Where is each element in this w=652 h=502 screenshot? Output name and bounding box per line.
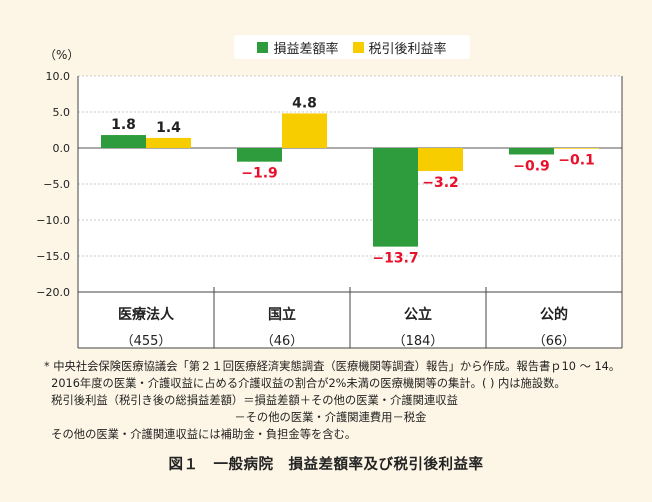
legend-item-sonneki: 損益差額率: [257, 38, 339, 57]
footnotes: * 中央社会保険医療協議会「第２１回医療経済実態調査（医療機関等調査）報告」から…: [44, 358, 644, 443]
footnote-line: その他の医業・介護関連収益には補助金・負担金等を含む。: [44, 428, 357, 441]
footnote-line: 2016年度の医業・介護収益に占める介護収益の割合が2%未満の医療機関等の集計。…: [44, 377, 566, 390]
category-name: 公的: [540, 307, 568, 323]
bar: [237, 148, 282, 162]
legend-item-zeibiki: 税引後利益率: [352, 38, 447, 57]
y-tick-label: −15.0: [36, 250, 70, 263]
y-tick-label: 0.0: [53, 142, 71, 155]
bar: [418, 148, 463, 172]
legend-label-zeibiki: 税引後利益率: [368, 41, 447, 57]
category-cell: 医療法人 （455）: [78, 296, 214, 349]
bar: [373, 148, 418, 247]
data-label: 1.8: [111, 117, 136, 133]
bar: [509, 148, 554, 155]
bar: [554, 148, 599, 149]
category-count: （184）: [392, 334, 444, 349]
data-label: −0.9: [513, 158, 550, 174]
footnote-line: －その他の医業・介護関連費用－税金: [44, 411, 427, 424]
category-count: （46）: [260, 334, 304, 349]
category-cell: 公的 （66）: [486, 296, 622, 349]
category-count: （66）: [532, 334, 576, 349]
y-tick-label: 10.0: [46, 70, 71, 83]
bar: [101, 135, 146, 148]
y-axis-unit-label: （%）: [44, 48, 80, 62]
category-name: 公立: [404, 307, 432, 323]
category-name: 医療法人: [118, 307, 174, 323]
bar: [282, 113, 327, 148]
footnote-line: 税引後利益（税引き後の総損益差額）＝損益差額＋その他の医業・介護関連収益: [44, 394, 458, 407]
y-tick-label: −10.0: [36, 214, 70, 227]
category-cell: 国立 （46）: [214, 296, 350, 349]
legend-label-sonneki: 損益差額率: [273, 41, 339, 57]
legend-swatch-green: [257, 41, 269, 53]
data-label: 4.8: [292, 95, 317, 111]
data-label: 1.4: [156, 120, 181, 136]
y-tick-label: −5.0: [43, 178, 70, 191]
data-label: −1.9: [241, 166, 278, 182]
footnote-line: * 中央社会保険医療協議会「第２１回医療経済実態調査（医療機関等調査）報告」から…: [44, 360, 621, 373]
y-tick-label: 5.0: [53, 106, 71, 119]
category-count: （455）: [120, 334, 172, 349]
data-label: −0.1: [558, 153, 595, 169]
category-name: 国立: [268, 307, 296, 323]
y-tick-label: −20.0: [36, 286, 70, 299]
figure-caption: 図１ 一般病院 損益差額率及び税引後利益率: [168, 457, 484, 473]
category-cell: 公立 （184）: [350, 296, 486, 349]
data-label: −13.7: [372, 251, 418, 267]
bar: [146, 137, 191, 148]
legend: 損益差額率 税引後利益率: [234, 35, 470, 59]
data-label: −3.2: [422, 175, 459, 191]
legend-swatch-yellow: [352, 41, 364, 53]
